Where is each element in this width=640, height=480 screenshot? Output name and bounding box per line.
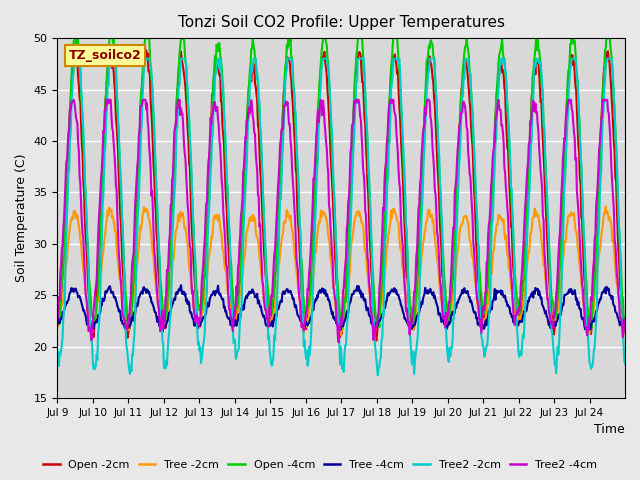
Legend: Open -2cm, Tree -2cm, Open -4cm, Tree -4cm, Tree2 -2cm, Tree2 -4cm: Open -2cm, Tree -2cm, Open -4cm, Tree -4… — [38, 456, 602, 474]
Y-axis label: Soil Temperature (C): Soil Temperature (C) — [15, 154, 28, 282]
Title: Tonzi Soil CO2 Profile: Upper Temperatures: Tonzi Soil CO2 Profile: Upper Temperatur… — [178, 15, 505, 30]
Text: TZ_soilco2: TZ_soilco2 — [68, 49, 141, 62]
X-axis label: Time: Time — [595, 423, 625, 436]
